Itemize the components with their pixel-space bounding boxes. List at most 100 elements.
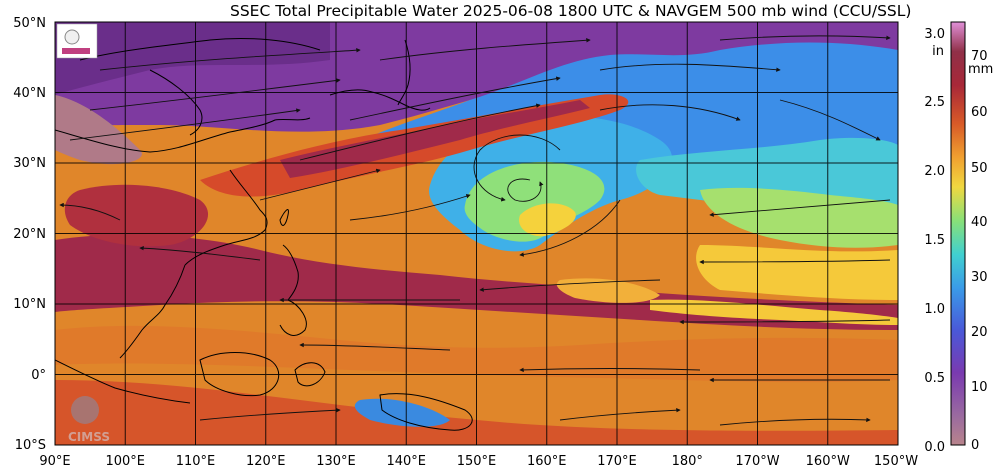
borneo: [199, 352, 280, 397]
lon-label-110e: 110°E: [176, 454, 216, 469]
colorbar-mm-tick: 0: [971, 438, 979, 453]
sumatra-java: [55, 359, 191, 404]
new-guinea: [379, 393, 473, 431]
colorbar-mm-tick: 70: [971, 49, 988, 64]
cimss-globe-icon: [71, 396, 99, 424]
streamline: [709, 199, 891, 217]
streamline: [379, 38, 591, 61]
lon-label-140e: 140°E: [386, 454, 426, 469]
streamline: [699, 259, 891, 265]
japan-hokkaido: [397, 39, 411, 106]
streamline: [599, 63, 781, 72]
cyclone-streamline: [473, 134, 561, 202]
streamline: [99, 47, 361, 71]
seal-icon: [64, 29, 80, 45]
streamline: [259, 168, 381, 201]
streamline: [599, 104, 741, 121]
colorbar-in-tick: 2.0: [924, 164, 945, 179]
subtropic-green: [700, 187, 898, 248]
lon-label-150e: 150°E: [457, 454, 497, 469]
streamline: [69, 108, 301, 141]
colorbar-mm-unit: mm: [968, 62, 993, 77]
cimss-text: CIMSS: [68, 430, 110, 444]
streamline: [719, 417, 871, 426]
colorbar-in-tick: 0.5: [924, 371, 945, 386]
colorbar-mm-tick: 50: [971, 161, 988, 176]
streamline: [59, 202, 121, 221]
colorbar-in-tick: 1.0: [924, 302, 945, 317]
map-title: SSEC Total Precipitable Water 2025-06-08…: [0, 0, 1000, 22]
very-dry-asia: [55, 95, 142, 165]
lon-label-180: 180°: [672, 454, 703, 469]
colorbar-mm-tick: 10: [971, 380, 988, 395]
colorbar-in-tick: 3.0: [924, 27, 945, 42]
streamline: [139, 245, 261, 261]
lon-label-170w: 170°W: [735, 454, 779, 469]
indochina-coast: [119, 264, 186, 359]
streamline: [519, 367, 701, 373]
lon-label-130e: 130°E: [316, 454, 356, 469]
sulawesi: [294, 362, 326, 387]
lon-label-160e: 160°E: [527, 454, 567, 469]
china-south-coast: [184, 169, 268, 266]
colorbar-mm-tick: 60: [971, 105, 988, 120]
lat-label-50n: 50°N: [13, 16, 46, 31]
streamline: [519, 199, 621, 257]
colorbar-in-tick: 2.5: [924, 95, 945, 110]
map-title-text: SSEC Total Precipitable Water 2025-06-08…: [230, 2, 912, 20]
korea-peninsula: [149, 69, 203, 136]
tpw-field: CIMSS: [55, 22, 898, 445]
colorbar: in mm 3.0 2.5 2.0 1.5 1.0 0.5 0.0 70 60 …: [924, 21, 993, 455]
streamline: [559, 407, 681, 421]
lon-label-170e: 170°E: [597, 454, 637, 469]
streamline: [299, 103, 541, 161]
lon-label-150w: 150°W: [874, 454, 918, 469]
streamline: [89, 78, 341, 111]
central-pacific-yellow: [556, 278, 660, 303]
lat-label-30n: 30°N: [13, 156, 46, 171]
china-north-coast: [55, 117, 311, 153]
longitude-labels: 90°E 100°E 110°E 120°E 130°E 140°E 150°E…: [39, 454, 918, 469]
streamline: [479, 279, 661, 292]
lat-label-0: 0°: [31, 368, 46, 383]
lon-label-120e: 120°E: [246, 454, 286, 469]
colorbar-in-unit: in: [932, 44, 944, 59]
wind-streamlines: [59, 35, 891, 426]
cyclone-streamline: [507, 178, 544, 202]
streamline: [349, 76, 561, 121]
streamline: [349, 194, 471, 221]
colorbar-mm-tick: 40: [971, 215, 988, 230]
map-frame: [54, 21, 899, 446]
lat-label-40n: 40°N: [13, 86, 46, 101]
taiwan: [279, 209, 289, 226]
logo-strip: [62, 48, 90, 54]
japan-honshu: [329, 89, 431, 111]
streamline: [199, 407, 341, 421]
latitude-labels: 50°N 40°N 30°N 20°N 10°N 0° 10°S: [13, 16, 46, 453]
streamline: [719, 35, 891, 41]
lon-label-90e: 90°E: [39, 454, 70, 469]
north-equatorial-yellow: [650, 299, 898, 325]
subtropic-yellow: [696, 245, 898, 300]
colorbar-mm-tick: 20: [971, 325, 988, 340]
cimss-watermark: CIMSS: [68, 396, 110, 444]
dry-patch-png: [354, 398, 450, 427]
colorbar-in-tick: 0.0: [924, 440, 945, 455]
indochina-moist: [64, 184, 209, 247]
lat-label-10s: 10°S: [15, 438, 46, 453]
streamline: [779, 99, 881, 141]
lat-label-20n: 20°N: [13, 227, 46, 242]
lon-label-160w: 160°W: [806, 454, 850, 469]
moisture-plume-core: [280, 100, 590, 178]
colorbar-in-tick: 1.5: [924, 233, 945, 248]
ssec-logo: [56, 23, 98, 59]
streamline: [299, 342, 451, 351]
cyclone-core: [519, 203, 576, 237]
dry-air-northwest: [55, 22, 330, 95]
cyclone-green: [464, 161, 605, 242]
lat-label-10n: 10°N: [13, 297, 46, 312]
colorbar-mm-tick: 30: [971, 270, 988, 285]
colorbar-scale: [950, 21, 966, 446]
graticule: [55, 22, 898, 445]
